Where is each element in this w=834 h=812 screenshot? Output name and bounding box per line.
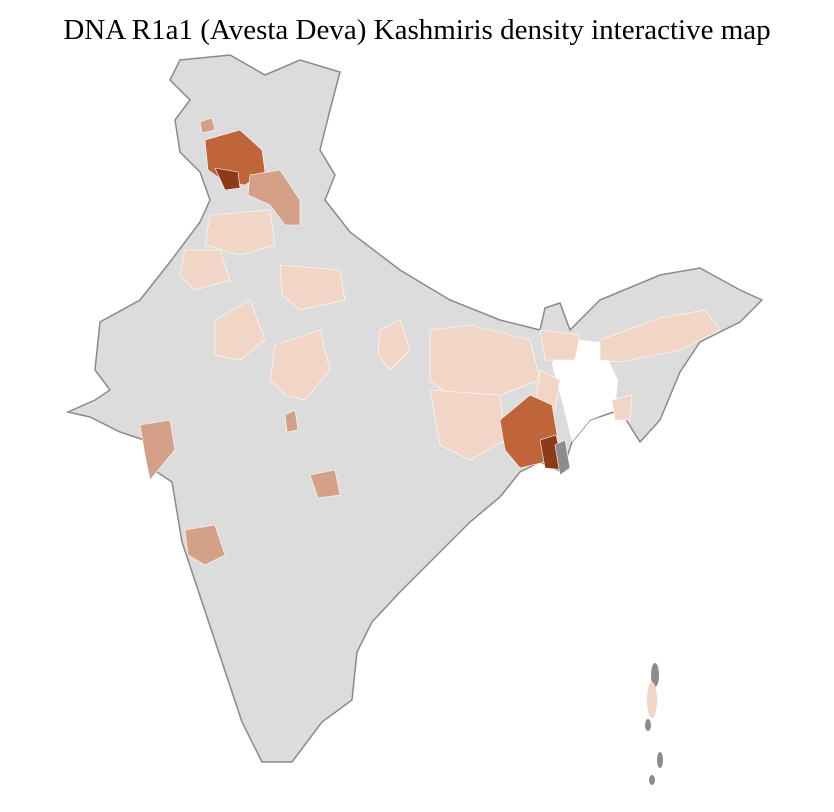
region-no-data-coast[interactable]: [554, 439, 571, 476]
region-up-west[interactable]: [279, 264, 346, 311]
region-punjab[interactable]: [204, 209, 276, 256]
region-gujarat[interactable]: [139, 419, 176, 481]
andaman-nicobar-islands[interactable]: [645, 663, 663, 785]
region-jharkhand[interactable]: [429, 389, 506, 461]
region-assam[interactable]: [599, 309, 721, 363]
region-mp-north[interactable]: [269, 329, 331, 401]
region-mp-south[interactable]: [309, 469, 341, 499]
region-tripura[interactable]: [611, 394, 633, 421]
region-bihar[interactable]: [429, 324, 541, 401]
island[interactable]: [645, 719, 651, 731]
bangladesh-gap: [552, 338, 618, 442]
region-bengal-north[interactable]: [539, 329, 581, 361]
region-jammu[interactable]: [214, 167, 241, 191]
island[interactable]: [649, 775, 655, 785]
region-kashmir-north[interactable]: [199, 117, 216, 134]
region-mp-central[interactable]: [284, 409, 299, 433]
density-regions: [139, 117, 721, 566]
island[interactable]: [651, 663, 659, 687]
region-up-east[interactable]: [377, 319, 411, 371]
india-outline[interactable]: [65, 54, 764, 763]
map-title: DNA R1a1 (Avesta Deva) Kashmiris density…: [63, 14, 771, 46]
island[interactable]: [657, 752, 663, 768]
island[interactable]: [647, 682, 657, 718]
region-himachal[interactable]: [247, 169, 301, 226]
region-rajasthan-central[interactable]: [214, 299, 266, 361]
region-rajasthan-north[interactable]: [179, 249, 231, 291]
region-maharashtra[interactable]: [184, 524, 226, 566]
